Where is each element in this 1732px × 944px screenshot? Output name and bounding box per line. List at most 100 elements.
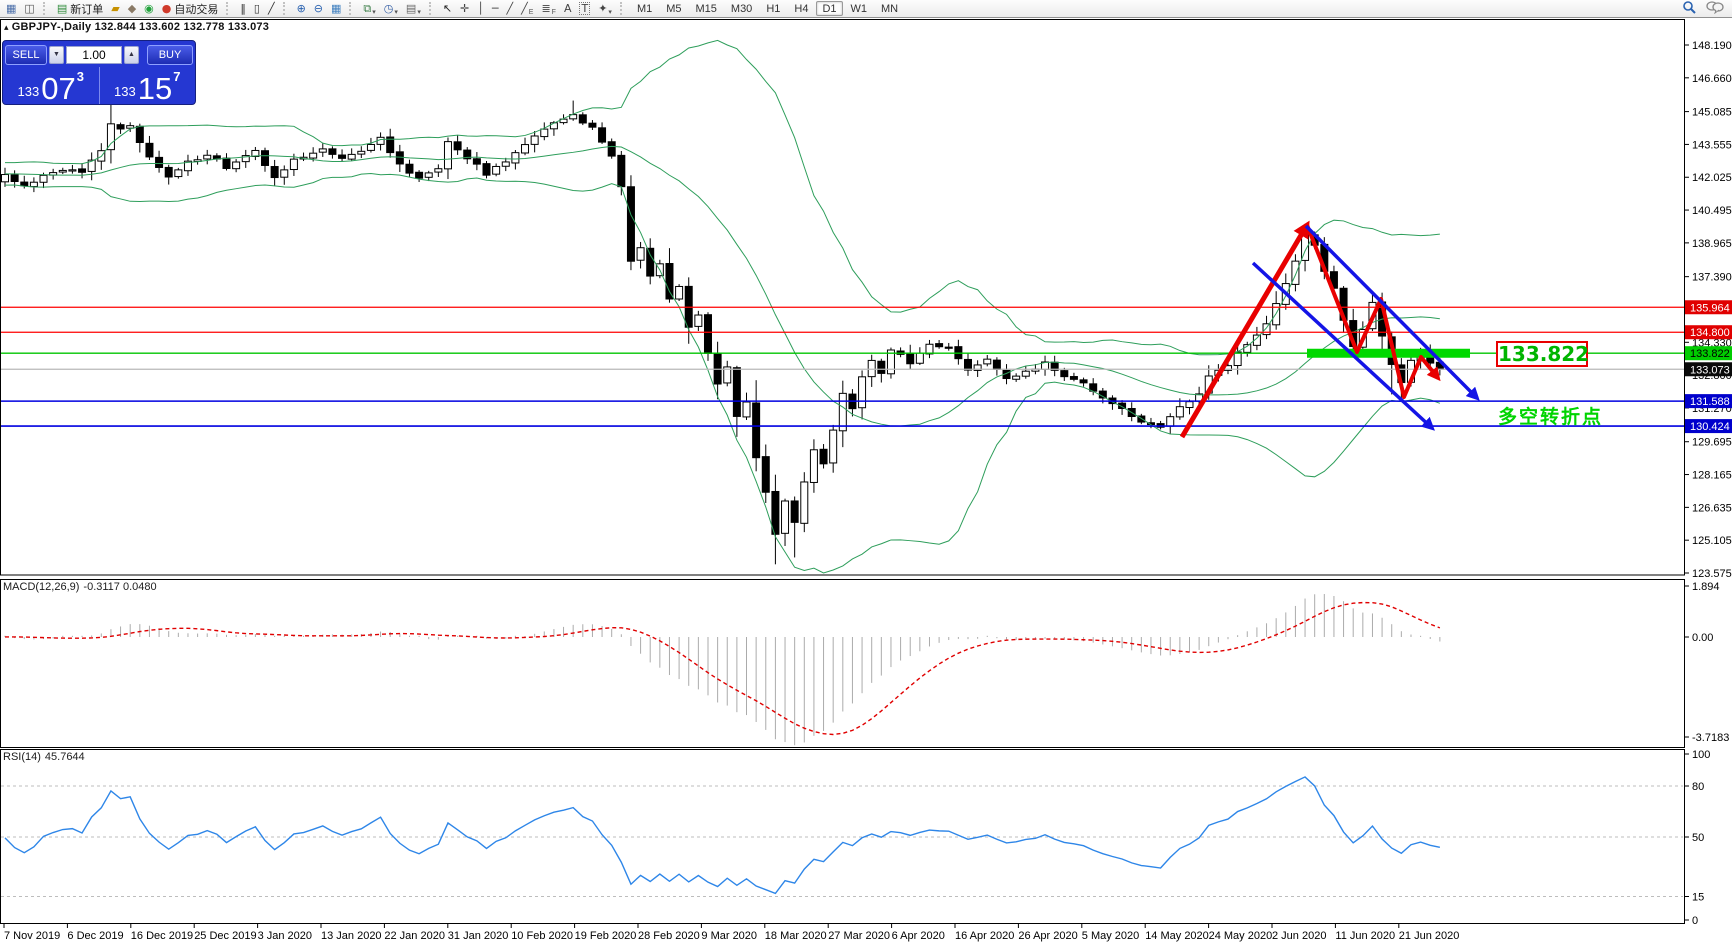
svg-text:6 Apr 2020: 6 Apr 2020 xyxy=(892,930,945,942)
new-chart-button[interactable]: ▦ xyxy=(2,1,20,17)
candlestick-chart-button[interactable]: ▯ xyxy=(250,1,264,17)
volume-increase-button[interactable]: ▲ xyxy=(124,45,139,64)
svg-text:135.964: 135.964 xyxy=(1690,302,1730,314)
signals-button[interactable]: ◉ xyxy=(140,1,158,17)
timeframe-d1-button[interactable]: D1 xyxy=(816,1,843,16)
timeframe-w1-button[interactable]: W1 xyxy=(845,1,874,16)
svg-text:0.00: 0.00 xyxy=(1692,632,1713,644)
price-axis-badges: 135.964 134.800 133.822 133.073 131.588 130.4… xyxy=(1685,300,1732,434)
bar-chart-button[interactable]: ‖ xyxy=(236,1,250,17)
text-label-button[interactable]: T xyxy=(575,1,594,17)
buy-button[interactable]: BUY xyxy=(147,44,193,65)
rsi-pane-border xyxy=(0,749,1685,924)
svg-text:16 Dec 2019: 16 Dec 2019 xyxy=(131,930,193,942)
cleanup-button[interactable]: ▰ xyxy=(107,1,123,17)
timeframe-h4-button[interactable]: H4 xyxy=(788,1,814,16)
crosshair-button[interactable]: ✛ xyxy=(456,1,473,17)
trendline-button[interactable]: ╱ xyxy=(503,1,518,17)
cleanup-icon: ▰ xyxy=(111,2,120,15)
timeframe-m15-button[interactable]: M15 xyxy=(690,1,723,16)
svg-text:80: 80 xyxy=(1692,781,1704,793)
tile-windows-button[interactable]: ▦ xyxy=(327,1,345,17)
text-button[interactable]: A xyxy=(560,1,576,17)
turning-point-note: 多空转折点 xyxy=(1498,406,1604,428)
sell-button[interactable]: SELL xyxy=(5,44,47,65)
svg-text:26 Apr 2020: 26 Apr 2020 xyxy=(1018,930,1077,942)
bid-price-display[interactable]: 133 07 3 xyxy=(17,69,84,105)
collapse-panel-icon[interactable]: ▴ xyxy=(4,22,9,32)
timeframe-m30-button[interactable]: M30 xyxy=(725,1,758,16)
svg-text:19 Feb 2020: 19 Feb 2020 xyxy=(575,930,637,942)
zoom-in-button[interactable]: ⊕ xyxy=(293,1,310,17)
indicators-button[interactable]: ⧉ ▾ xyxy=(359,1,379,17)
svg-text:128.165: 128.165 xyxy=(1692,470,1732,482)
window-zoom-icon: ◫ xyxy=(24,2,35,15)
periods-button[interactable]: ◷ ▾ xyxy=(380,1,402,17)
new-order-icon: ▤ xyxy=(56,2,68,15)
svg-text:0: 0 xyxy=(1692,915,1698,927)
publisher-button[interactable]: ◆ xyxy=(124,1,140,17)
svg-text:5 May 2020: 5 May 2020 xyxy=(1082,930,1139,942)
svg-text:2 Jun 2020: 2 Jun 2020 xyxy=(1272,930,1326,942)
svg-text:1.894: 1.894 xyxy=(1692,581,1720,593)
svg-text:16 Apr 2020: 16 Apr 2020 xyxy=(955,930,1014,942)
svg-text:148.190: 148.190 xyxy=(1692,40,1732,52)
svg-text:7 Nov 2019: 7 Nov 2019 xyxy=(4,930,60,942)
volume-decrease-button[interactable]: ▼ xyxy=(49,45,64,64)
svg-text:131.588: 131.588 xyxy=(1690,396,1730,408)
horizontal-line-button[interactable]: ─ xyxy=(488,1,503,17)
line-chart-button[interactable]: ╱ xyxy=(264,1,279,17)
new-order-button[interactable]: ▤ 新订单 xyxy=(53,1,107,17)
shapes-icon: ✦ xyxy=(598,2,608,15)
svg-text:22 Jan 2020: 22 Jan 2020 xyxy=(384,930,445,942)
auto-trading-button-label: 自动交易 xyxy=(174,3,219,16)
svg-text:18 Mar 2020: 18 Mar 2020 xyxy=(765,930,827,942)
zoom-in-icon: ⊕ xyxy=(296,2,306,15)
svg-text:14 May 2020: 14 May 2020 xyxy=(1145,930,1209,942)
window-zoom-button[interactable]: ◫ xyxy=(20,1,38,17)
timeframe-m5-button[interactable]: M5 xyxy=(660,1,687,16)
channel-icon: ╱ xyxy=(521,2,528,15)
zoom-out-button[interactable]: ⊖ xyxy=(310,1,327,17)
candlestick-series xyxy=(1,100,1444,565)
horizontal-line-icon: ─ xyxy=(491,2,499,15)
trend-drawings[interactable] xyxy=(1179,220,1480,439)
timeframe-m1-button[interactable]: M1 xyxy=(631,1,658,16)
svg-text:13 Jan 2020: 13 Jan 2020 xyxy=(321,930,382,942)
toolbar-separator xyxy=(349,2,355,15)
dropdown-arrow-icon: ▾ xyxy=(372,8,376,16)
toolbar-separator xyxy=(226,2,232,15)
fibonacci-button[interactable]: ≣ F xyxy=(537,1,560,17)
volume-input[interactable] xyxy=(66,45,122,64)
svg-text:133.822: 133.822 xyxy=(1690,348,1730,360)
search-icon[interactable] xyxy=(1682,0,1696,17)
vertical-line-button[interactable]: │ xyxy=(473,1,488,17)
shapes-button[interactable]: ✦ ▾ xyxy=(594,1,616,17)
svg-text:142.025: 142.025 xyxy=(1692,172,1732,184)
time-axis: 7 Nov 2019 6 Dec 2019 16 Dec 2019 25 Dec 20… xyxy=(3,924,1459,942)
svg-text:125.105: 125.105 xyxy=(1692,535,1732,547)
timeframe-h1-button[interactable]: H1 xyxy=(760,1,786,16)
templates-button[interactable]: ▤ ▾ xyxy=(402,1,425,17)
horizontal-level-lines[interactable] xyxy=(0,306,1684,427)
dropdown-arrow-icon: ▾ xyxy=(417,8,421,16)
channel-button[interactable]: ╱ E xyxy=(517,1,537,17)
toolbar-separator xyxy=(619,2,626,15)
main-pane-border xyxy=(0,19,1685,576)
auto-trading-button[interactable]: ● 自动交易 xyxy=(158,1,223,17)
dropdown-arrow-icon: E xyxy=(528,8,534,16)
svg-text:24 May 2020: 24 May 2020 xyxy=(1209,930,1273,942)
toolbar-separator xyxy=(428,2,435,15)
chat-icon[interactable] xyxy=(1706,0,1724,17)
indicators-icon: ⧉ xyxy=(363,2,372,15)
cursor-button[interactable]: ↖ xyxy=(439,1,456,17)
trendline-icon: ╱ xyxy=(506,2,514,15)
ask-price-display[interactable]: 133 15 7 xyxy=(98,67,196,104)
dropdown-arrow-icon: ▾ xyxy=(394,8,398,16)
macd-signal-line xyxy=(4,601,1441,736)
svg-text:15: 15 xyxy=(1692,892,1704,904)
publisher-icon: ◆ xyxy=(127,2,137,15)
svg-text:134.800: 134.800 xyxy=(1690,327,1730,339)
timeframe-mn-button[interactable]: MN xyxy=(875,1,904,16)
